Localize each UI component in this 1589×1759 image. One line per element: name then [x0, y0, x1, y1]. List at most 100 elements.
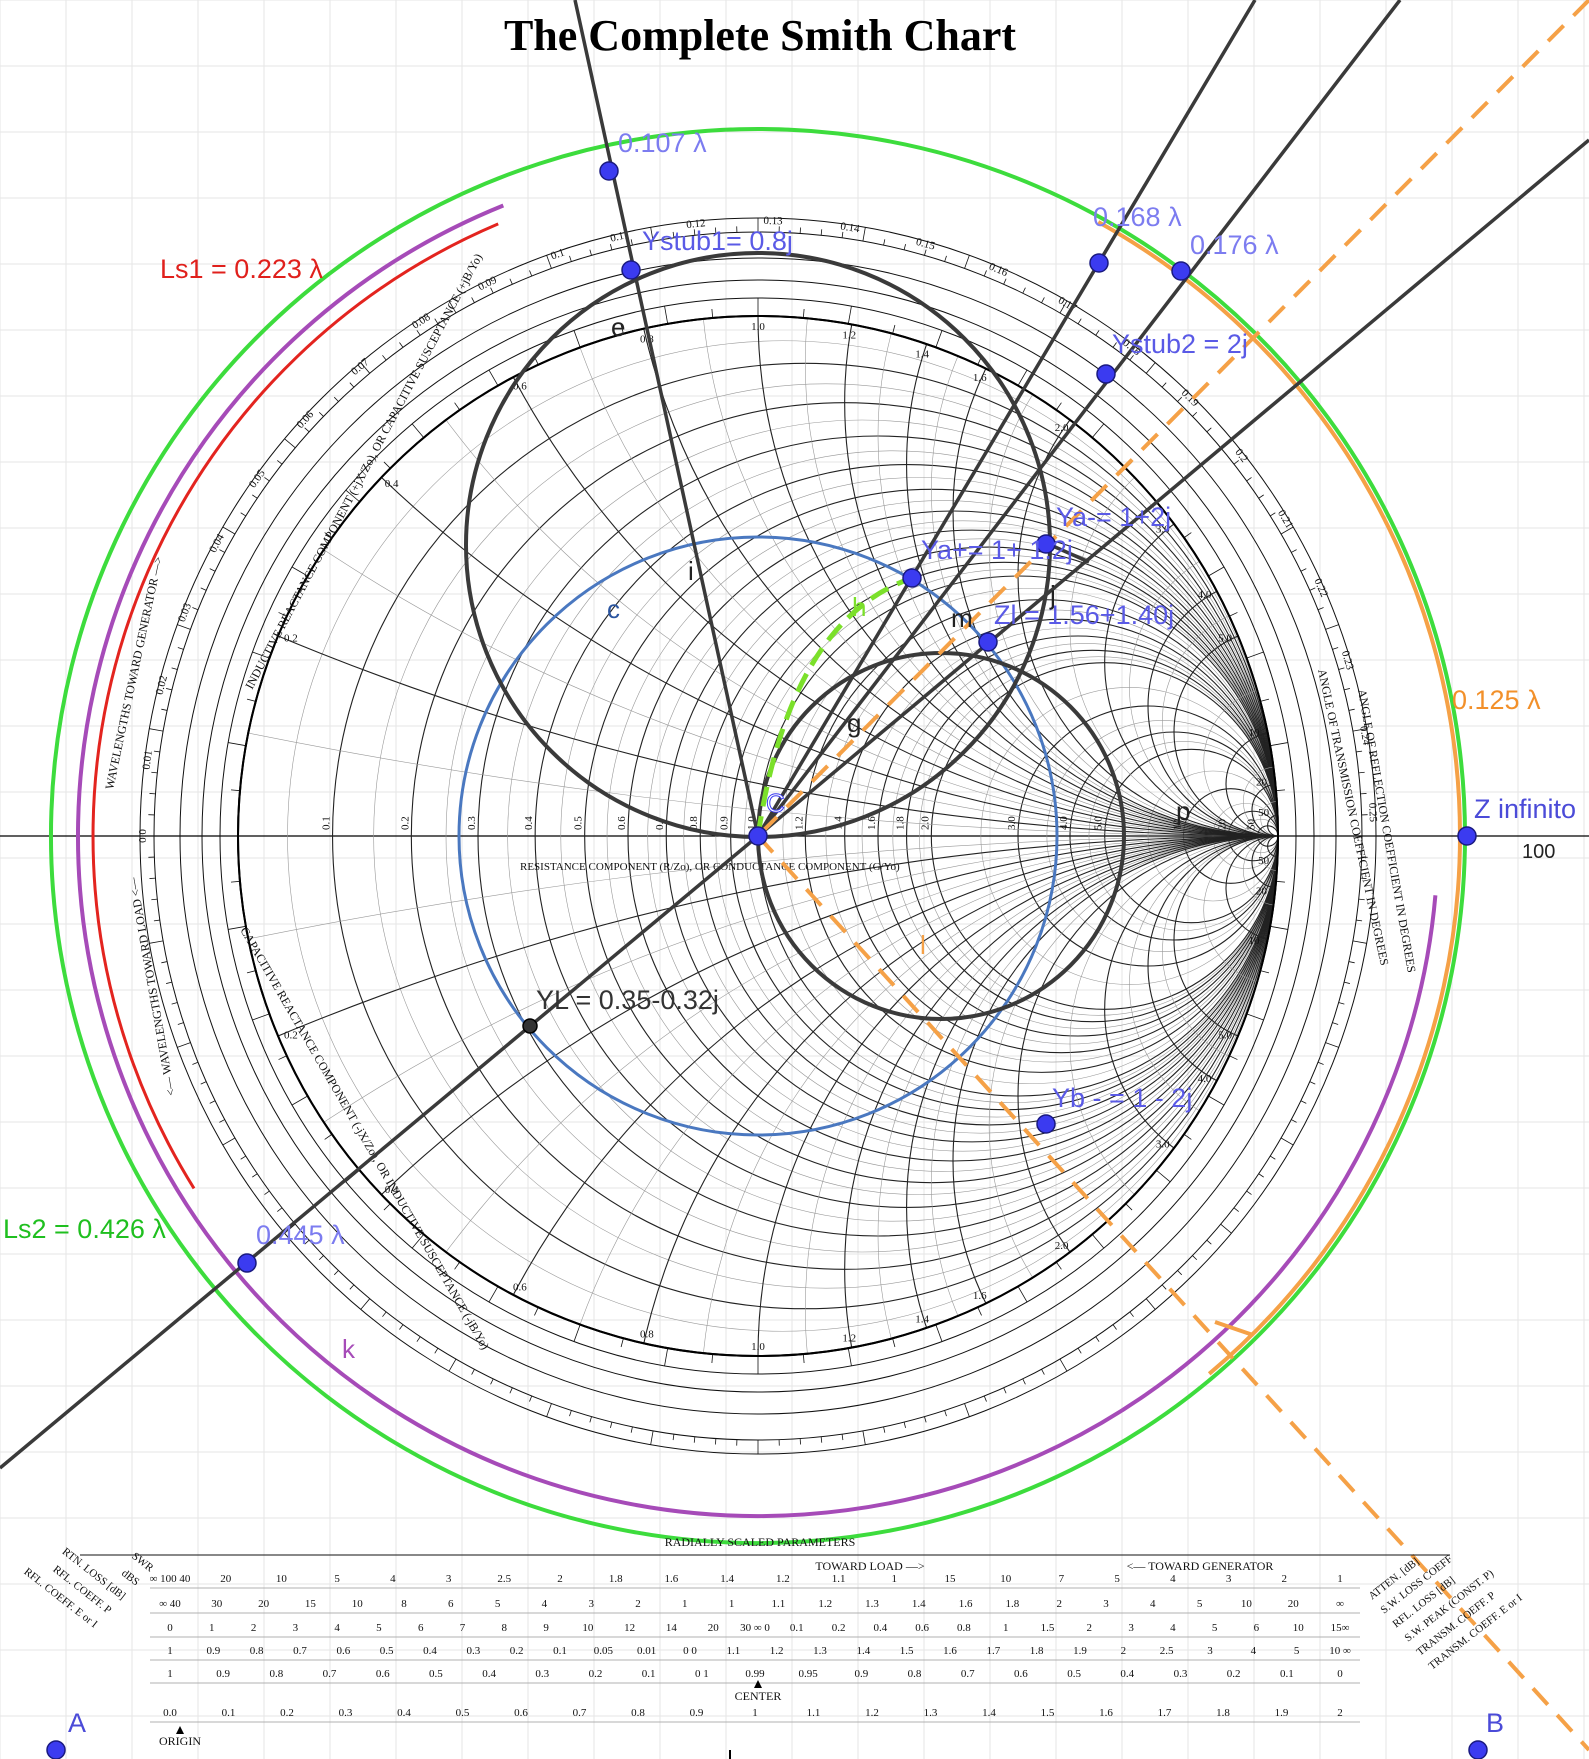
radial-value: 7 [460, 1622, 466, 1634]
reactance-value-label-bottom: 5.0 [1218, 1030, 1232, 1042]
radial-value: 1.1 [726, 1645, 740, 1657]
radial-value: 0.6 [915, 1622, 929, 1634]
scale-tick [841, 231, 844, 238]
radial-value: 0.6 [336, 1645, 350, 1657]
reactance-value-label-bottom: 0.6 [513, 1281, 527, 1293]
radial-value: 1.2 [818, 1598, 832, 1610]
scale-tick [1161, 382, 1167, 388]
toward-load-scale: TOWARD LOAD —> [815, 1559, 924, 1573]
scale-tick [610, 1421, 613, 1428]
angle-tick [1017, 1286, 1028, 1303]
radial-value: 1.4 [982, 1707, 996, 1719]
scale-tick [1003, 278, 1007, 285]
scale-tick [333, 1270, 339, 1276]
scale-tick [1358, 771, 1365, 774]
scale-tick [177, 1042, 191, 1048]
radial-value: 5 [1114, 1573, 1120, 1585]
scale-tick [1280, 1137, 1294, 1146]
angle-tick [228, 742, 246, 747]
point-ya-minus[interactable] [1036, 534, 1056, 554]
radial-value: 1.2 [770, 1645, 784, 1657]
radial-value: 0 0 [683, 1645, 697, 1657]
scale-tick [1246, 1190, 1252, 1195]
angle-tick [1183, 1133, 1192, 1140]
point-yb-minus[interactable] [1036, 1114, 1056, 1134]
wavelength-scale-label: 0.14 [840, 221, 861, 236]
radial-value: 2 [1121, 1645, 1127, 1657]
scale-tick [1112, 1324, 1117, 1330]
reactance-value-label-bottom: 1.2 [842, 1333, 856, 1345]
letter-k: k [342, 1334, 356, 1364]
resistance-value-label: 50 [1246, 819, 1258, 831]
radial-value: 1.9 [1073, 1645, 1087, 1657]
angle-tick [802, 308, 805, 319]
radial-left-label: dBS [119, 1567, 141, 1588]
point-ystub2[interactable] [1096, 364, 1116, 384]
radial-value: 12 [624, 1622, 635, 1634]
reactance-value-label-top: 5.0 [1218, 632, 1232, 644]
point-yl[interactable] [522, 1018, 538, 1034]
resistance-value-label: 4.0 [1058, 816, 1070, 830]
point-b[interactable] [1468, 1740, 1488, 1759]
label-ya-minus: Ya-= 1+2j [1056, 502, 1171, 532]
scale-tick [171, 1002, 178, 1005]
point-0176[interactable] [1171, 261, 1191, 281]
radial-value: 8 [401, 1598, 407, 1610]
scale-tick [1270, 512, 1276, 517]
scale-tick [672, 1434, 675, 1441]
reactance-arc-fine [238, 316, 1278, 837]
letter-e: e [611, 312, 625, 342]
resistance-value-label: 0.1 [321, 816, 333, 830]
point-zl[interactable] [978, 632, 998, 652]
label-b: B [1486, 1708, 1504, 1738]
point-0168[interactable] [1089, 253, 1109, 273]
reactance-arc-fine [1162, 604, 1278, 837]
scale-tick [399, 1324, 404, 1330]
point-center-c[interactable] [748, 826, 768, 846]
scale-tick [153, 750, 160, 753]
scale-tick [903, 244, 906, 251]
resistance-value-label: 5.0 [1093, 816, 1105, 830]
scale-tick [264, 477, 270, 482]
radial-value: 15∞ [1331, 1622, 1350, 1634]
scale-tick [209, 568, 216, 572]
scale-tick [1332, 1022, 1339, 1025]
scale-tick [277, 1207, 283, 1212]
point-a[interactable] [46, 1740, 66, 1759]
radially-scaled-title: RADIALLY SCALED PARAMETERS [665, 1535, 856, 1549]
point-0445[interactable] [237, 1253, 257, 1273]
point-z-infinito[interactable] [1457, 826, 1477, 846]
scale-tick [630, 239, 633, 246]
point-0107[interactable] [599, 161, 619, 181]
reactance-value-label-bottom: 1.0 [751, 1341, 765, 1353]
point-ya-plus[interactable] [902, 568, 922, 588]
radial-value: 1.3 [924, 1707, 938, 1719]
radial-value: 4 [542, 1598, 548, 1610]
scale-ring [201, 279, 1315, 1393]
reactance-value-label-bottom: 20 [1256, 885, 1268, 897]
radial-value: 0.9 [854, 1668, 868, 1680]
scale-tick [1022, 1378, 1026, 1385]
radial-scale-rows: ∞ 100 40 20 10 5 4 3 2.5 2 1.8 1.6 1.4 1.2 1.1 1 15 10 7… [80, 1554, 1450, 1734]
radial-value: 2.5 [1160, 1645, 1174, 1657]
scale-tick [672, 231, 675, 238]
label-ystub1: Ystub1= 0.8j [642, 226, 793, 256]
scale-tick [1246, 477, 1252, 482]
angle-tick [1260, 970, 1270, 974]
scale-tick [546, 1403, 552, 1417]
radial-value: 4 [334, 1622, 340, 1634]
scale-tick [1233, 1207, 1239, 1212]
scale-tick [1161, 1284, 1167, 1290]
label-yl: YL = 0.35-0.32j [536, 985, 719, 1015]
point-ystub1[interactable] [621, 260, 641, 280]
radial-value: ∞ 100 40 [150, 1573, 191, 1585]
reactance-arc-fine [1243, 766, 1278, 837]
reactance-arc [1173, 627, 1278, 837]
scale-tick [820, 229, 823, 236]
radial-value: 0.6 [1014, 1668, 1028, 1680]
scale-tick [1003, 1387, 1007, 1394]
letter-m: m [951, 603, 973, 633]
wavelength-scale-label: 0.0 [137, 829, 149, 843]
resistance-value-label: 20 [1216, 819, 1228, 831]
